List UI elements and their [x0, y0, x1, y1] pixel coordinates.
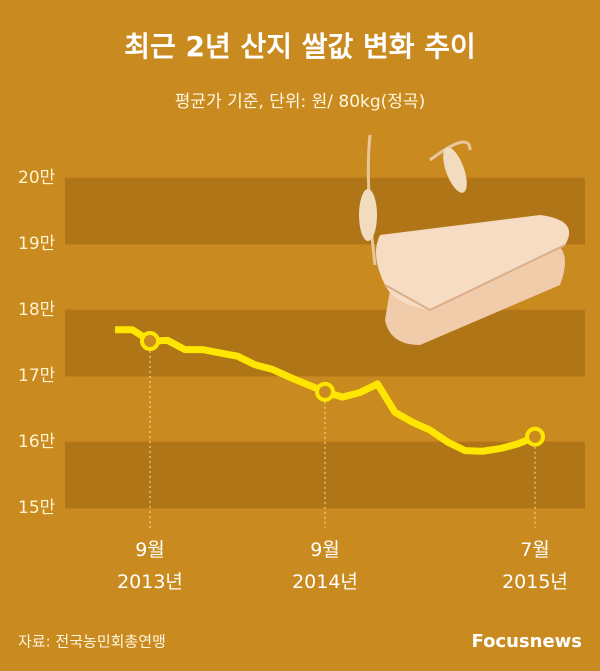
- rice-bags: [359, 134, 570, 345]
- chart-title: 최근 2년 산지 쌀값 변화 추이: [124, 30, 476, 63]
- point-marker: [140, 331, 160, 352]
- chart-subtitle: 평균가 기준, 단위: 원/ 80kg(정곡): [175, 92, 425, 112]
- logo: Focusnews: [472, 631, 583, 652]
- y-tick-label: 16만: [18, 432, 56, 452]
- y-tick-label: 19만: [18, 234, 56, 254]
- x-tick-label: 9월 2014년: [292, 539, 358, 593]
- source: 자료: 전국농민회총연맹: [18, 633, 166, 651]
- point-marker: [525, 426, 545, 447]
- y-tick-label: 18만: [18, 300, 56, 320]
- y-tick-label: 20만: [18, 168, 56, 188]
- x-tick-label: 7월 2015년: [502, 539, 568, 593]
- x-tick-label: 9월 2013년: [117, 539, 183, 593]
- y-tick-label: 17만: [18, 366, 56, 386]
- y-tick-label: 15만: [18, 498, 56, 518]
- point-marker: [315, 381, 335, 402]
